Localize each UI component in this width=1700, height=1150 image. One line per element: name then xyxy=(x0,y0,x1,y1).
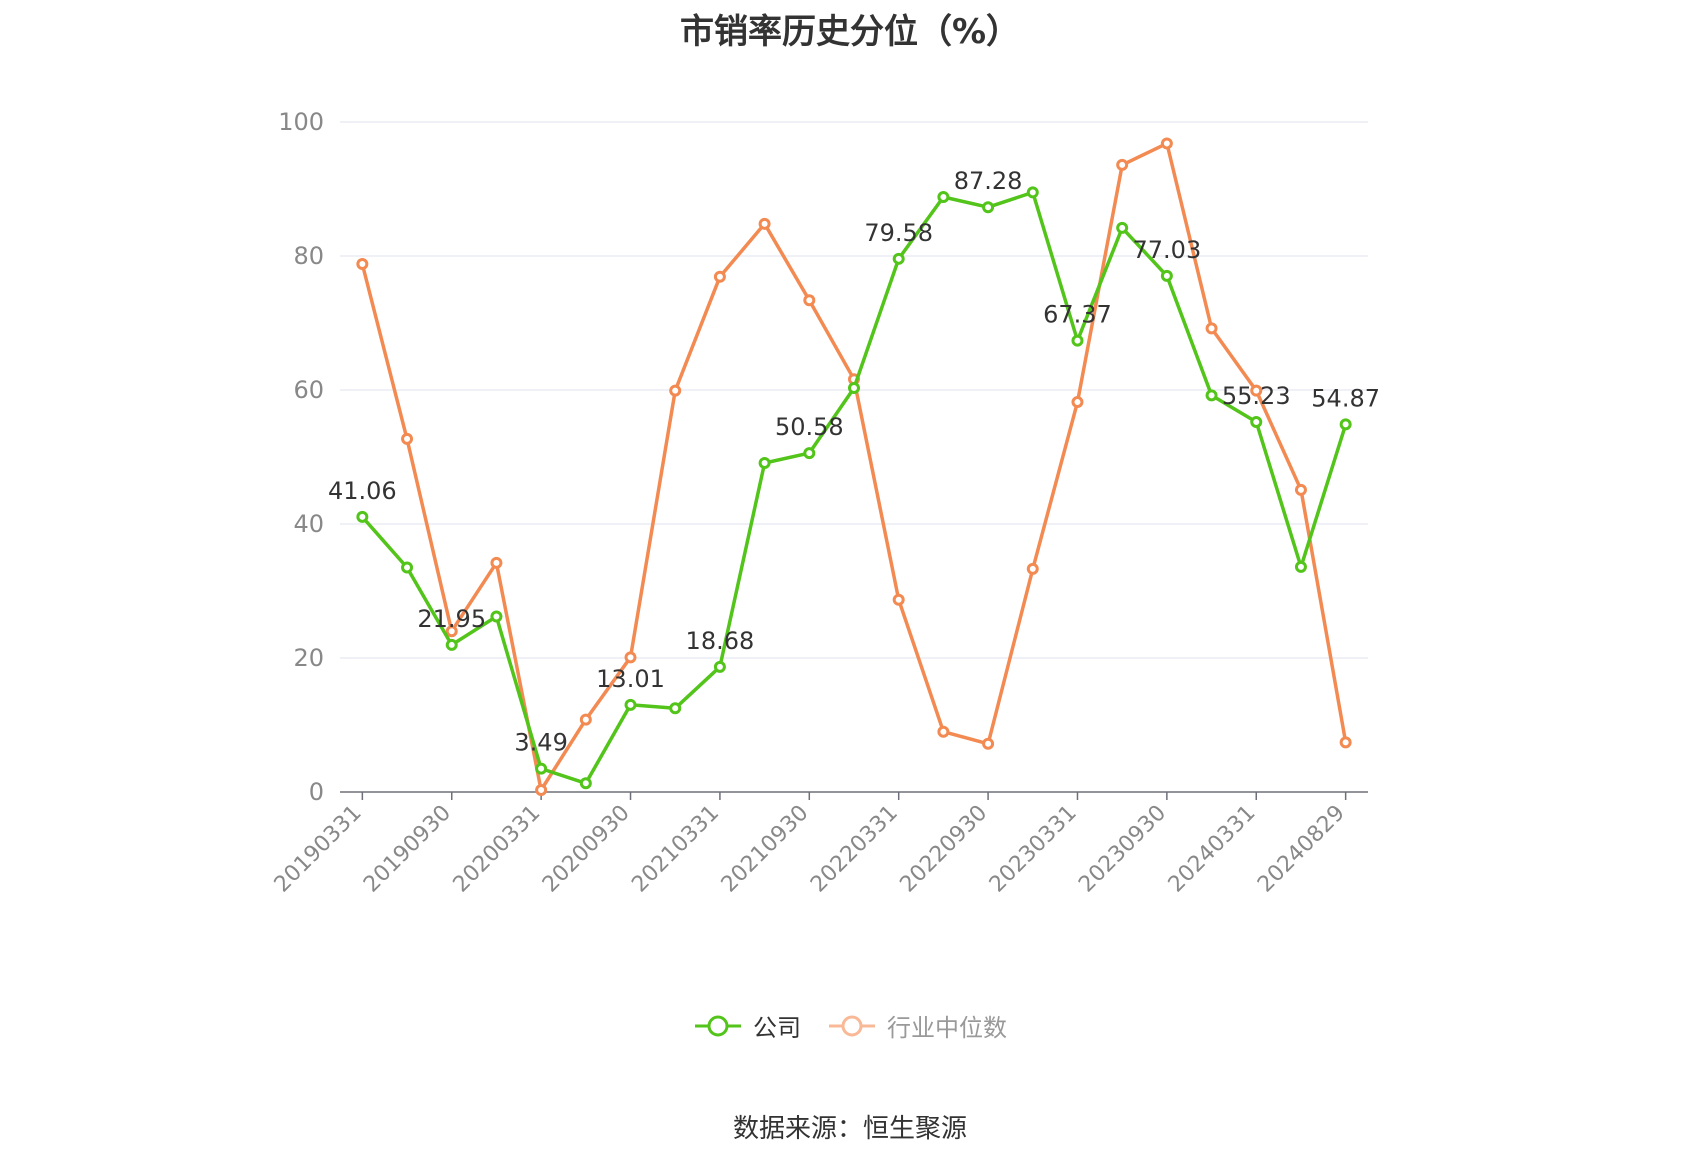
series-point[interactable] xyxy=(356,510,369,523)
data-label: 77.03 xyxy=(1133,236,1202,264)
series-point[interactable] xyxy=(356,258,369,271)
series-point[interactable] xyxy=(982,201,995,214)
legend-company-label: 公司 xyxy=(753,1014,801,1042)
data-label: 41.06 xyxy=(328,477,397,505)
series-point[interactable] xyxy=(1205,322,1218,335)
series-point[interactable] xyxy=(579,777,592,790)
data-label: 3.49 xyxy=(514,729,567,757)
series-point[interactable] xyxy=(937,725,950,738)
data-label: 54.87 xyxy=(1311,384,1380,412)
series-point[interactable] xyxy=(535,783,548,796)
series-point[interactable] xyxy=(1071,396,1084,409)
data-label: 18.68 xyxy=(686,627,755,655)
x-tick-label: 20190331 xyxy=(270,801,367,898)
series-point[interactable] xyxy=(579,713,592,726)
series-point[interactable] xyxy=(1205,389,1218,402)
series-point[interactable] xyxy=(713,270,726,283)
data-label: 21.95 xyxy=(417,605,486,633)
legend-item-industry-median[interactable]: 行业中位数 xyxy=(827,1008,1007,1043)
series-point[interactable] xyxy=(401,432,414,445)
series-point[interactable] xyxy=(535,762,548,775)
x-tick-label: 20240829 xyxy=(1253,801,1350,898)
series-point[interactable] xyxy=(1294,560,1307,573)
series-point[interactable] xyxy=(1160,137,1173,150)
x-tick-label: 20190930 xyxy=(359,801,456,898)
x-tick-label: 20240331 xyxy=(1164,801,1261,898)
y-tick-label: 60 xyxy=(293,376,324,404)
legend: 公司 行业中位数 xyxy=(0,1008,1700,1043)
chart-title: 市销率历史分位（%） xyxy=(679,12,1021,52)
series-point[interactable] xyxy=(1250,415,1263,428)
series-point[interactable] xyxy=(1071,334,1084,347)
series-point[interactable] xyxy=(490,610,503,623)
y-tick-label: 0 xyxy=(309,778,324,806)
series-point[interactable] xyxy=(803,294,816,307)
series-point[interactable] xyxy=(1294,483,1307,496)
series-point[interactable] xyxy=(624,698,637,711)
x-tick-label: 20200930 xyxy=(538,801,635,898)
series-point[interactable] xyxy=(1026,562,1039,575)
series-point[interactable] xyxy=(490,556,503,569)
legend-industry-median-label: 行业中位数 xyxy=(887,1014,1007,1042)
y-tick-label: 40 xyxy=(293,510,324,538)
data-labels: 41.06 21.95 3.49 13.01 18.68 50.58 79.58 87.28 6… xyxy=(328,167,1380,756)
series-point[interactable] xyxy=(445,638,458,651)
axes: 0 20 40 60 80 100 2019033120190930202003312020… xyxy=(270,108,1368,897)
series-point[interactable] xyxy=(803,447,816,460)
data-label: 67.37 xyxy=(1043,301,1112,329)
series-point[interactable] xyxy=(1160,269,1173,282)
series-point[interactable] xyxy=(1026,186,1039,199)
data-label: 13.01 xyxy=(596,665,665,693)
y-tick-label: 100 xyxy=(278,108,324,136)
x-tick-label: 20230331 xyxy=(985,801,1082,898)
series-point[interactable] xyxy=(1250,384,1263,397)
series-point[interactable] xyxy=(758,217,771,230)
series-point[interactable] xyxy=(445,625,458,638)
legend-company-icon xyxy=(695,1015,741,1036)
x-tick-label: 20210930 xyxy=(717,801,814,898)
series-point[interactable] xyxy=(937,191,950,204)
data-label: 55.23 xyxy=(1222,382,1291,410)
data-label: 87.28 xyxy=(954,167,1023,195)
series-point[interactable] xyxy=(848,381,860,394)
series-line xyxy=(360,190,1348,786)
y-tick-label: 20 xyxy=(293,644,324,672)
series-point[interactable] xyxy=(713,660,726,673)
x-tick-label: 20210331 xyxy=(627,801,724,898)
series-point[interactable] xyxy=(892,252,905,265)
series-point[interactable] xyxy=(401,561,414,574)
x-tick-label: 20230930 xyxy=(1074,801,1171,898)
series-point[interactable] xyxy=(1339,736,1352,749)
series-point[interactable] xyxy=(624,651,637,664)
legend-industry-median-icon xyxy=(829,1015,875,1036)
data-label: 50.58 xyxy=(775,413,844,441)
series-point[interactable] xyxy=(982,737,995,750)
series-point[interactable] xyxy=(892,593,905,606)
series-point[interactable] xyxy=(669,702,682,715)
legend-item-company[interactable]: 公司 xyxy=(693,1008,801,1043)
y-tick-label: 80 xyxy=(293,242,324,270)
series-point[interactable] xyxy=(1116,221,1129,234)
x-tick-label: 20200331 xyxy=(449,801,546,898)
series-point[interactable] xyxy=(1339,418,1352,431)
series-point[interactable] xyxy=(1116,158,1129,171)
series-point[interactable] xyxy=(669,384,682,397)
x-tick-label: 20220331 xyxy=(806,801,903,898)
data-label: 79.58 xyxy=(864,219,933,247)
source-note: 数据来源：恒生聚源 xyxy=(732,1114,967,1144)
series-point[interactable] xyxy=(758,457,771,470)
x-tick-label: 20220930 xyxy=(895,801,992,898)
series-lines xyxy=(356,137,1352,796)
